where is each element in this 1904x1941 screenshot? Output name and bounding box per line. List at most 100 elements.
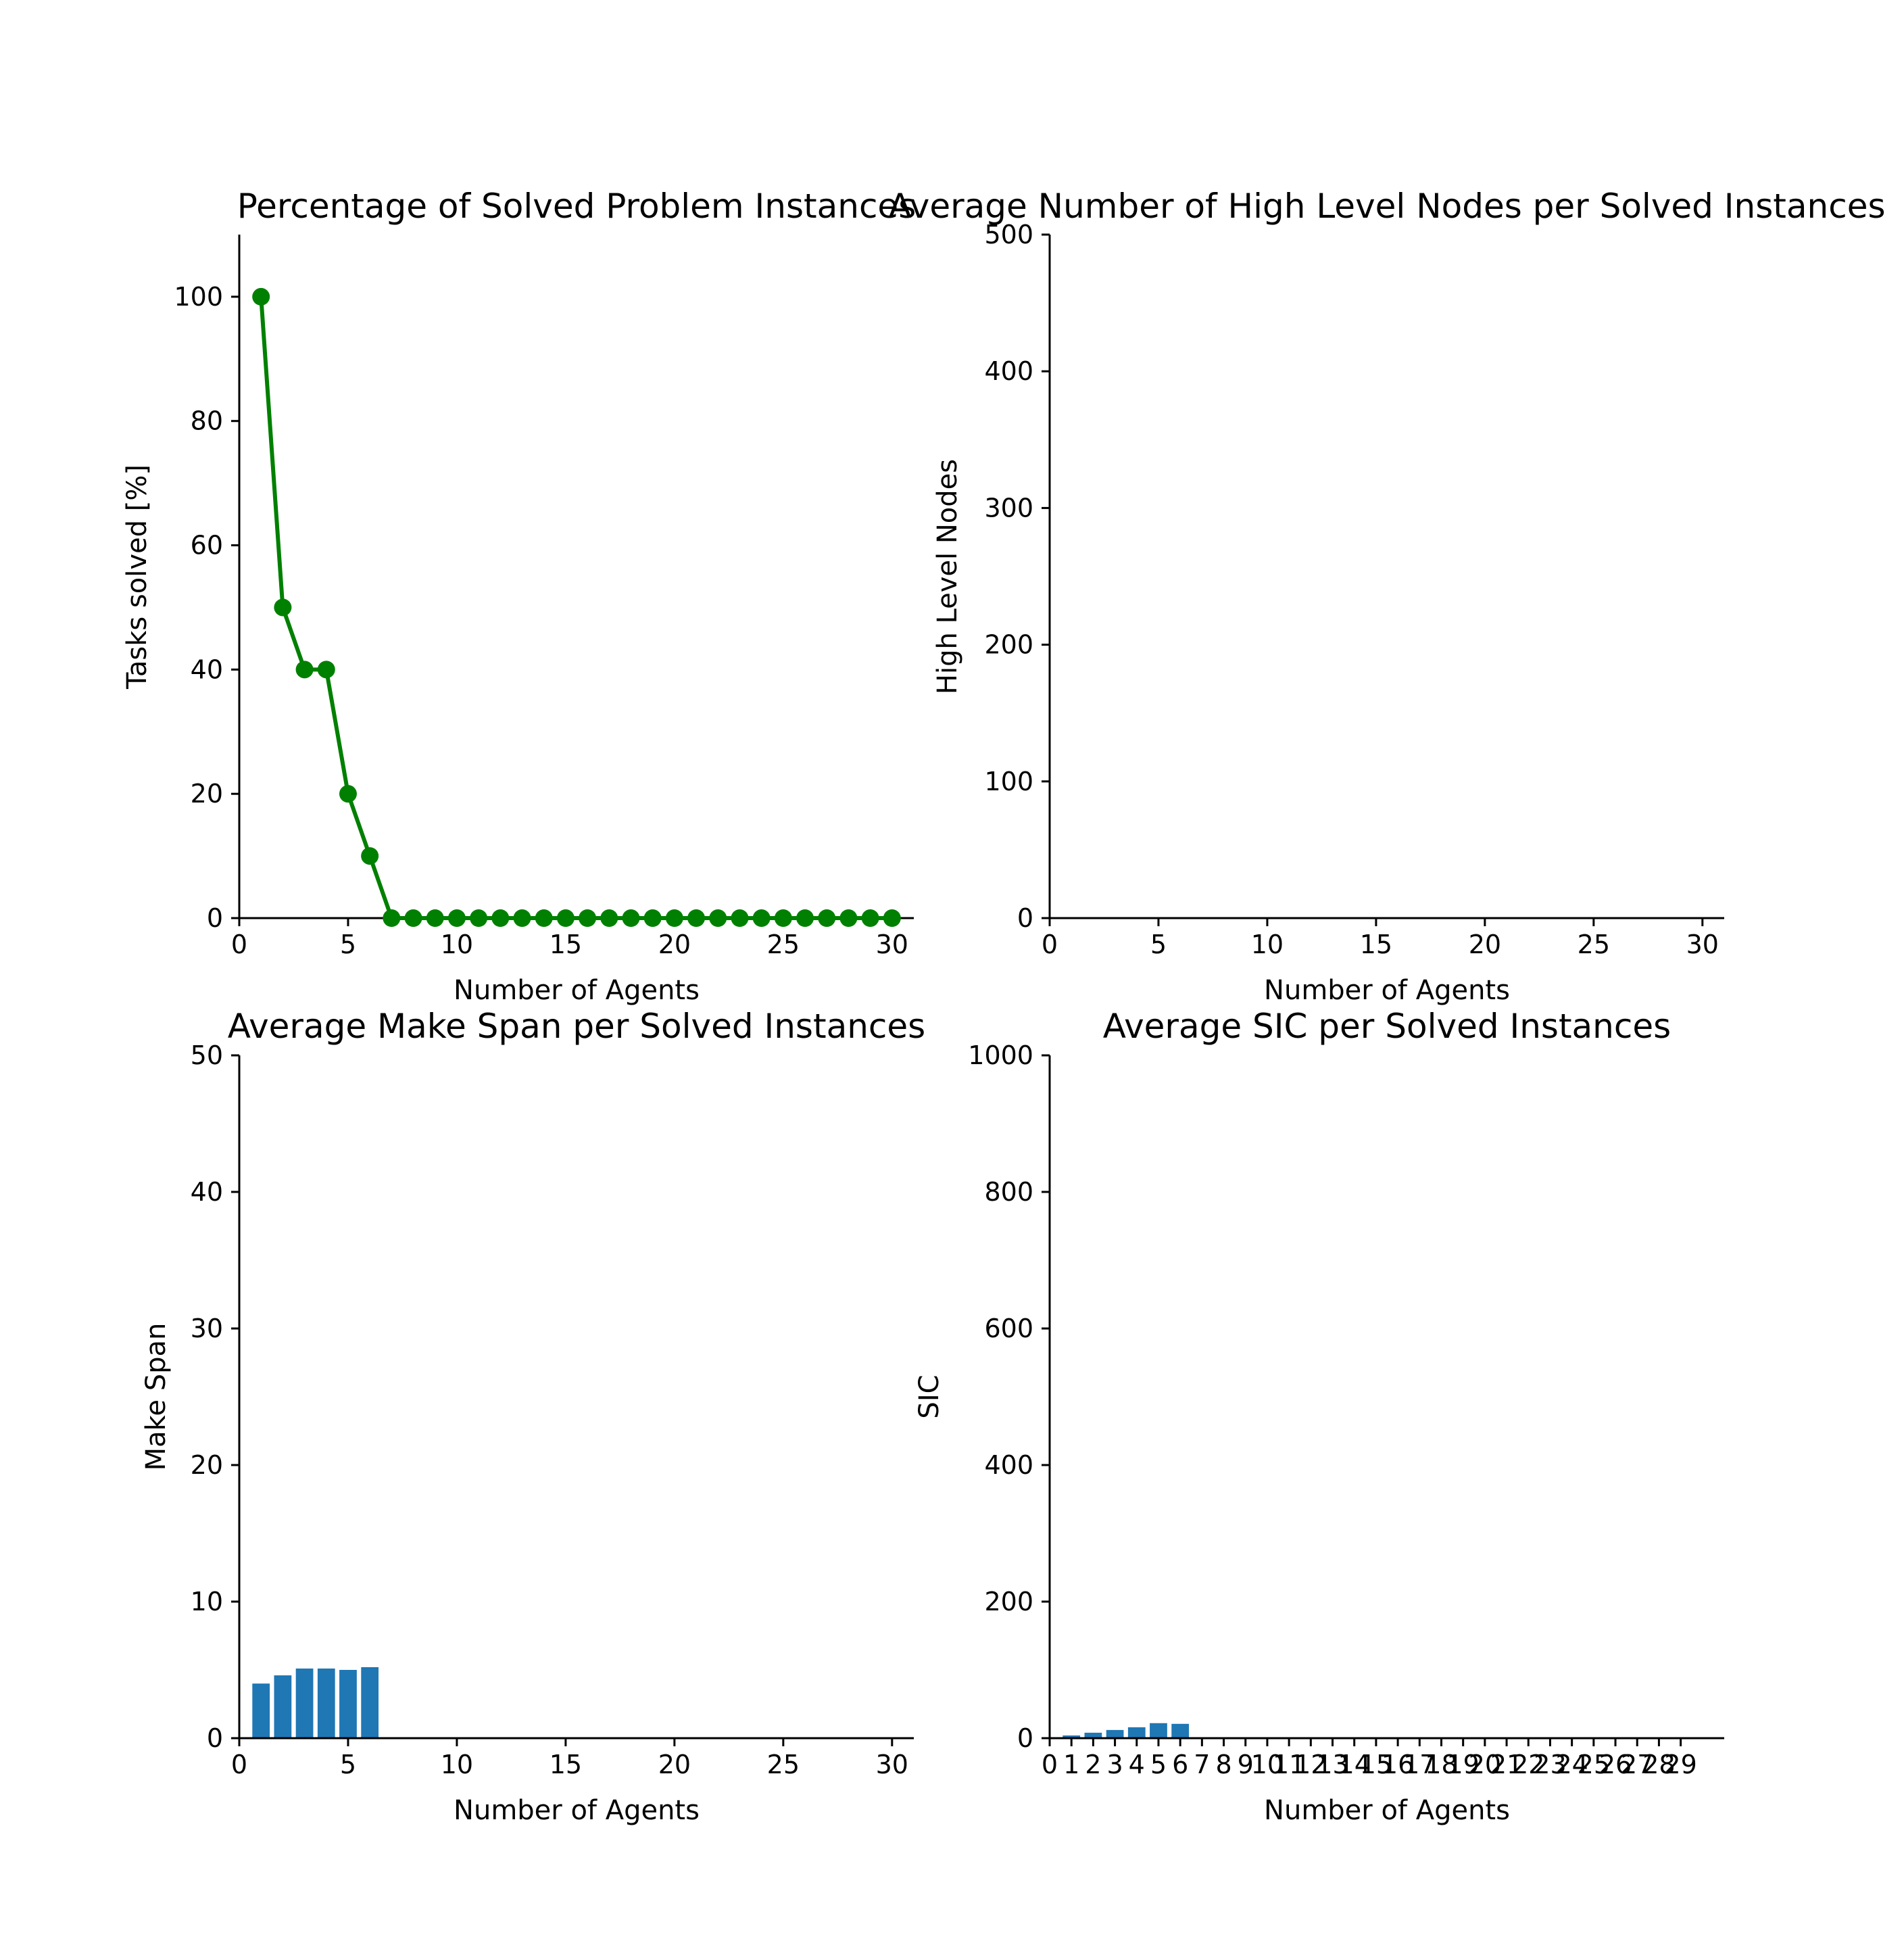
chart-title: Average Number of High Level Nodes per S… (888, 187, 1885, 226)
x-tick-label: 21 (1490, 1750, 1523, 1779)
x-tick-label: 0 (1042, 1750, 1058, 1779)
x-tick-label: 15 (1360, 930, 1392, 959)
data-point (643, 909, 662, 927)
data-point (426, 909, 444, 927)
y-tick-label: 20 (191, 1450, 223, 1480)
x-axis-label: Number of Agents (1264, 975, 1510, 1006)
y-tick-label: 30 (191, 1314, 223, 1343)
x-tick-label: 20 (658, 930, 691, 959)
data-point (274, 598, 292, 617)
y-tick-label: 300 (984, 493, 1033, 523)
x-tick-label: 10 (441, 930, 473, 959)
data-point (252, 287, 270, 306)
bar (1063, 1735, 1081, 1738)
y-tick-label: 0 (1017, 903, 1033, 933)
x-tick-label: 25 (767, 1750, 800, 1779)
x-tick-label: 0 (1042, 930, 1058, 959)
x-tick-label: 25 (767, 930, 800, 959)
x-axis-label: Number of Agents (1264, 1795, 1510, 1826)
data-point (579, 909, 597, 927)
y-tick-label: 60 (191, 531, 223, 560)
data-point (687, 909, 706, 927)
x-tick-label: 20 (658, 1750, 691, 1779)
x-axis-label: Number of Agents (454, 1795, 700, 1826)
x-tick-label: 4 (1129, 1750, 1145, 1779)
data-point (361, 847, 379, 865)
y-tick-label: 500 (984, 220, 1033, 249)
data-point (818, 909, 836, 927)
y-tick-label: 0 (207, 1723, 223, 1753)
x-tick-label: 1 (1063, 1750, 1079, 1779)
x-tick-label: 3 (1106, 1750, 1123, 1779)
x-tick-label: 27 (1621, 1750, 1653, 1779)
bar (317, 1668, 335, 1738)
x-tick-label: 12 (1294, 1750, 1327, 1779)
x-tick-label: 0 (231, 930, 247, 959)
bar (1150, 1723, 1167, 1738)
data-point (861, 909, 879, 927)
data-point (295, 661, 314, 679)
plot-area: 0 10 20 30 40 50 0 5 10 15 20 25 30 (191, 1040, 914, 1779)
x-tick-label: 29 (1664, 1750, 1696, 1779)
plot-area: 0 100 200 300 400 500 0 5 10 15 20 25 30 (984, 220, 1724, 959)
y-tick-label: 0 (1017, 1723, 1033, 1753)
x-tick-label: 5 (340, 930, 356, 959)
data-point (709, 909, 727, 927)
y-tick-label: 600 (984, 1314, 1033, 1343)
x-tick-label: 24 (1555, 1750, 1588, 1779)
data-point (470, 909, 488, 927)
y-axis-label: Tasks solved [%] (122, 464, 153, 690)
y-tick-label: 40 (191, 654, 223, 684)
x-tick-label: 25 (1578, 1750, 1610, 1779)
x-tick-label: 25 (1578, 930, 1610, 959)
y-tick-label: 1000 (968, 1040, 1033, 1070)
x-tick-label: 20 (1469, 930, 1501, 959)
data-point (339, 785, 357, 803)
x-tick-label: 8 (1215, 1750, 1231, 1779)
y-tick-label: 800 (984, 1177, 1033, 1207)
x-axis-label: Number of Agents (454, 975, 700, 1006)
chart-high-level-nodes: Average Number of High Level Nodes per S… (888, 187, 1885, 1006)
x-tick-label: 18 (1425, 1750, 1457, 1779)
x-tick-label: 15 (550, 930, 582, 959)
data-point (535, 909, 553, 927)
data-point (404, 909, 422, 927)
y-tick-label: 400 (984, 356, 1033, 386)
y-tick-label: 200 (984, 630, 1033, 660)
x-tick-label: 30 (1686, 930, 1719, 959)
x-tick-label: 28 (1642, 1750, 1675, 1779)
chart-sic: Average SIC per Solved Instances Number … (914, 1007, 1724, 1826)
y-axis-label: High Level Nodes (932, 459, 963, 694)
chart-title: Percentage of Solved Problem Instances (237, 187, 917, 226)
x-tick-label: 15 (550, 1750, 582, 1779)
data-point (491, 909, 510, 927)
chart-title: Average Make Span per Solved Instances (228, 1007, 925, 1046)
data-point (556, 909, 575, 927)
x-tick-label: 23 (1534, 1750, 1566, 1779)
x-tick-label: 26 (1599, 1750, 1632, 1779)
x-tick-label: 10 (1251, 1750, 1284, 1779)
data-point (383, 909, 401, 927)
plot-area: 0 20 40 60 80 100 0 5 10 15 20 25 30 (174, 235, 914, 959)
x-tick-label: 13 (1316, 1750, 1348, 1779)
x-tick-label: 15 (1360, 1750, 1392, 1779)
bar (1106, 1729, 1124, 1738)
x-tick-label: 30 (876, 1750, 908, 1779)
data-point (774, 909, 792, 927)
data-point (883, 909, 901, 927)
y-tick-label: 40 (191, 1177, 223, 1207)
y-tick-label: 200 (984, 1587, 1033, 1616)
bar (295, 1668, 314, 1738)
x-tick-label: 20 (1469, 1750, 1501, 1779)
y-axis-label: SIC (914, 1374, 945, 1418)
x-tick-label: 6 (1172, 1750, 1188, 1779)
x-tick-label: 16 (1382, 1750, 1414, 1779)
x-tick-label: 5 (1150, 930, 1167, 959)
y-tick-label: 20 (191, 779, 223, 809)
y-tick-label: 50 (191, 1040, 223, 1070)
bar (1127, 1727, 1146, 1738)
data-point (447, 909, 466, 927)
y-tick-label: 0 (207, 903, 223, 933)
y-tick-label: 10 (191, 1587, 223, 1616)
